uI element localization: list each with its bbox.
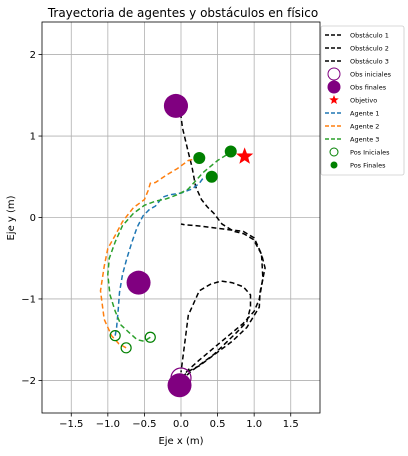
agent-initial-point [120,342,132,354]
y-axis-label: Eje y (m) [6,195,17,240]
legend-box [320,25,405,176]
obstacle-final-point [167,373,192,398]
legend-filled-circle-marker [327,80,341,94]
y-tick-label: 0 [30,213,36,224]
series-line-agente-1 [114,177,204,336]
chart-title: Trayectoria de agentes y obstáculos en f… [47,6,318,20]
x-tick-label: 0.5 [210,419,226,430]
obstacle-final-point [126,270,151,295]
obstacle-final-point [163,93,188,118]
y-tick-label: 1 [30,132,36,143]
x-tick-label: 1.0 [246,419,262,430]
legend-label: Objetivo [350,97,377,105]
legend-open-circle-marker [327,67,341,81]
series-line-agente-2 [99,158,196,349]
agent-initial-point [109,330,121,342]
legend-label: Obstáculo 1 [350,32,389,40]
target-star [236,147,254,164]
x-axis-label: Eje x (m) [158,436,203,447]
legend-label: Agente 1 [350,110,379,118]
legend-label: Obstáculo 2 [350,45,389,53]
legend-label: Obstáculo 3 [350,58,389,66]
legend-label: Agente 3 [350,136,379,144]
grid [42,22,320,413]
agent-final-point [224,145,237,158]
legend-label: Obs finales [350,84,387,92]
legend: Obstáculo 1 Obstáculo 2 Obstáculo 3 Obs ini… [320,25,405,176]
axis-ticks: −1.5 −1.0 −0.5 0.0 0.5 1.0 1.5 −2 −1 0 1 2 [21,50,298,430]
plot-data [99,93,266,398]
agent-final-point [205,170,218,183]
legend-label: Obs iniciales [350,71,392,79]
legend-open-circle-marker [329,147,339,157]
legend-star-marker [329,95,339,105]
x-tick-label: −1.0 [96,419,120,430]
x-tick-label: −0.5 [132,419,156,430]
y-tick-label: −2 [21,376,36,387]
legend-label: Agente 2 [350,123,379,131]
x-tick-label: 1.5 [283,419,299,430]
legend-label: Pos Finales [350,162,386,170]
y-tick-label: −1 [21,294,36,305]
y-tick-label: 2 [30,50,36,61]
agent-initial-point [144,331,156,343]
series-line-agente-3 [107,151,232,343]
x-tick-label: 0.0 [173,419,189,430]
series-line-obst-culo-2 [180,223,264,380]
legend-filled-circle-marker [330,161,338,169]
legend-label: Pos Iniciales [350,149,390,157]
x-tick-label: −1.5 [59,419,83,430]
agent-final-point [193,152,206,165]
